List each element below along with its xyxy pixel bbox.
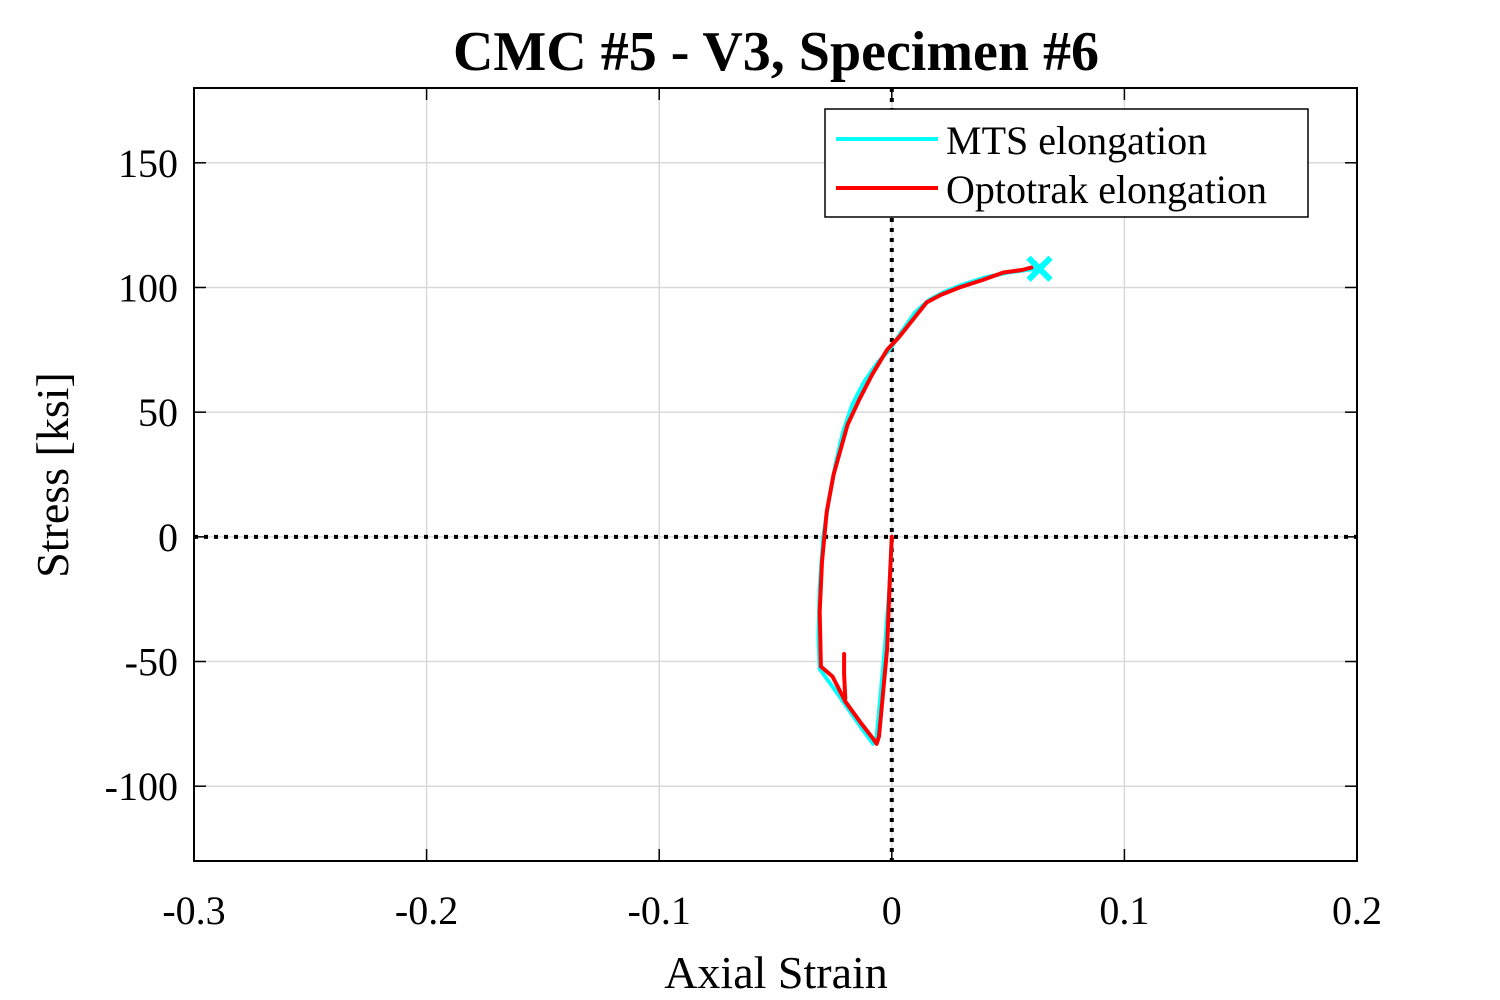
series-lines	[816, 265, 1038, 746]
y-axis-label: Stress [ksi]	[27, 372, 78, 578]
series-line-spur	[842, 652, 848, 701]
x-tick-label: 0.2	[1332, 888, 1382, 933]
plot-area-frame	[193, 87, 1358, 862]
zero-reference-lines	[194, 88, 1357, 861]
failure-marker	[1026, 255, 1053, 282]
x-tick-labels: -0.3 -0.2 -0.1 0 0.1 0.2	[162, 888, 1382, 933]
y-tick-label: 100	[118, 265, 178, 310]
y-tick-label: -50	[125, 640, 178, 685]
legend: MTS elongation Optotrak elongation	[824, 108, 1309, 218]
series-line-optotrak-elongation	[817, 265, 1034, 746]
x-axis-label: Axial Strain	[664, 947, 888, 998]
end-markers	[1026, 255, 1053, 282]
x-tick-label: -0.2	[395, 888, 458, 933]
axis-ticks	[193, 88, 1358, 861]
series-line-mts-elongation	[816, 266, 1038, 746]
failure-marker-stroke	[1026, 255, 1053, 282]
x-tick-label: -0.3	[162, 888, 225, 933]
x-tick-label: -0.1	[628, 888, 691, 933]
chart-title: CMC #5 - V3, Specimen #6	[453, 21, 1099, 83]
y-tick-label: 0	[158, 515, 178, 560]
y-tick-labels: -100 -50 0 50 100 150	[105, 141, 178, 809]
y-tick-label: 50	[138, 390, 178, 435]
legend-label-optotrak: Optotrak elongation	[946, 167, 1267, 212]
legend-label-mts: MTS elongation	[946, 118, 1207, 163]
legend-box	[824, 108, 1309, 218]
x-tick-label: 0.1	[1099, 888, 1149, 933]
y-tick-label: -100	[105, 764, 178, 809]
x-tick-label: 0	[882, 888, 902, 933]
y-tick-label: 150	[118, 141, 178, 186]
